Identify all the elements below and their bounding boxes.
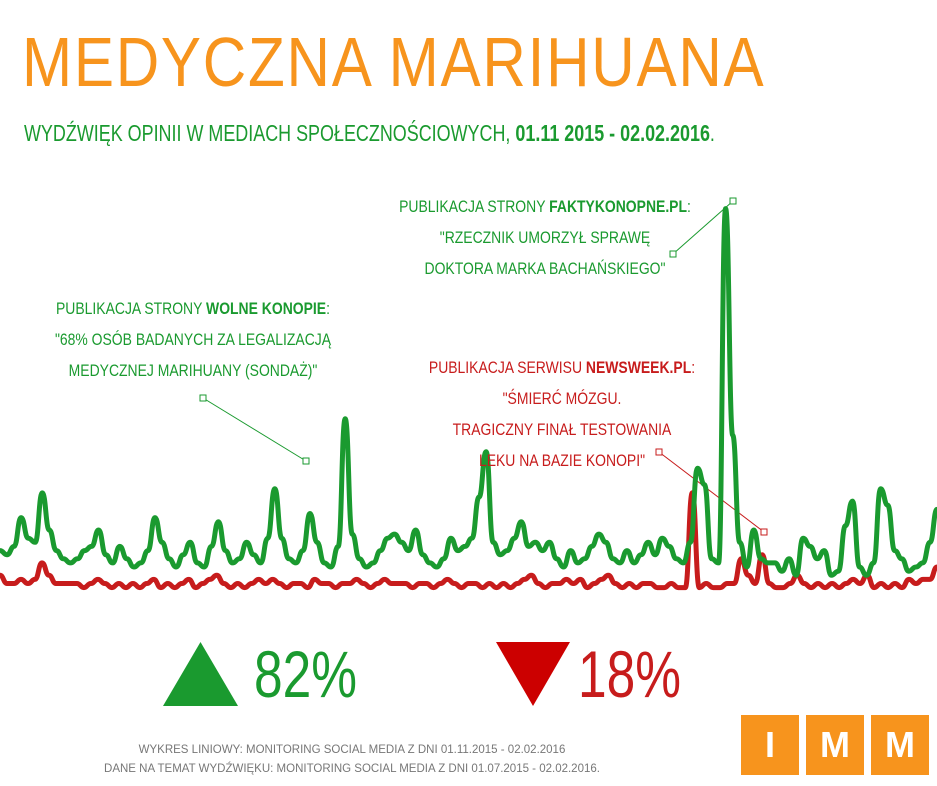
- annotation-wolne-suffix: :: [326, 299, 330, 318]
- leader-marker-fakty-end: [729, 197, 737, 205]
- positive-percentage: 82%: [254, 637, 358, 711]
- subtitle-prefix: WYDŹWIĘK OPINII W MEDIACH SPOŁECZNOŚCIOW…: [24, 120, 516, 146]
- annotation-fakty-prefix: PUBLIKACJA STRONY: [399, 197, 550, 216]
- annotation-fakty-line2: "RZECZNIK UMORZYŁ SPRAWĘ: [439, 228, 651, 247]
- annotation-newsweek-source: NEWSWEEK.PL: [585, 358, 692, 377]
- subtitle-dates: 01.11 2015 - 02.02.2016: [515, 120, 710, 146]
- annotation-fakty-line3: DOKTORA MARKA BACHAŃSKIEGO": [424, 259, 666, 278]
- series-line-negative: [0, 490, 937, 591]
- annotation-wolne-konopie: PUBLIKACJA STRONY WOLNE KONOPIE: "68% OS…: [33, 293, 353, 386]
- annotation-wolne-line2: "68% OSÓB BADANYCH ZA LEGALIZACJĄ: [54, 330, 332, 349]
- footer-line2: DANE NA TEMAT WYDŹWIĘKU: MONITORING SOCI…: [104, 763, 600, 775]
- annotation-newsweek-line3: TRAGICZNY FINAŁ TESTOWANIA: [452, 420, 672, 439]
- leader-marker-wolne-start: [199, 394, 207, 402]
- down-arrow-icon: [496, 642, 570, 706]
- negative-percentage: 18%: [578, 637, 682, 711]
- annotation-newsweek-suffix: :: [691, 358, 696, 377]
- footer-notes: WYKRES LINIOWY: MONITORING SOCIAL MEDIA …: [52, 741, 652, 779]
- leader-line-newsweek: [658, 451, 765, 533]
- annotation-newsweek: PUBLIKACJA SERWISU NEWSWEEK.PL: "ŚMIERĆ …: [402, 352, 722, 476]
- series-line-positive: [0, 206, 937, 578]
- annotation-faktykonopne: PUBLIKACJA STRONY FAKTYKONOPNE.PL: "RZEC…: [385, 191, 705, 284]
- annotation-leader-lines: [199, 197, 768, 536]
- page-title: MEDYCZNA MARIHUANA: [22, 23, 766, 101]
- annotation-fakty-source: FAKTYKONOPNE.PL: [549, 197, 688, 216]
- annotation-newsweek-line1: PUBLIKACJA SERWISU NEWSWEEK.PL:: [402, 352, 722, 383]
- page-subtitle: WYDŹWIĘK OPINII W MEDIACH SPOŁECZNOŚCIOW…: [24, 118, 715, 148]
- leader-marker-fakty-start: [669, 250, 677, 258]
- series-layer: [0, 206, 937, 591]
- annotation-wolne-line1: PUBLIKACJA STRONY WOLNE KONOPIE:: [33, 293, 353, 324]
- annotation-fakty-line1: PUBLIKACJA STRONY FAKTYKONOPNE.PL:: [385, 191, 705, 222]
- leader-marker-wolne-end: [302, 457, 310, 465]
- logo-tile-2: M: [806, 715, 864, 775]
- leader-marker-newsweek-end: [760, 528, 768, 536]
- logo-tile-1: I: [741, 715, 799, 775]
- subtitle-suffix: .: [709, 120, 715, 146]
- annotation-newsweek-line4: LEKU NA BAZIE KONOPI": [478, 451, 646, 470]
- leader-marker-newsweek-start: [655, 448, 663, 456]
- annotation-wolne-prefix: PUBLIKACJA STRONY: [56, 299, 207, 318]
- leader-line-wolne: [202, 397, 307, 462]
- up-arrow-icon: [163, 642, 238, 706]
- annotation-wolne-line3: MEDYCZNEJ MARIHUANY (SONDAŻ)": [68, 361, 318, 380]
- annotation-newsweek-line2: "ŚMIERĆ MÓZGU.: [502, 389, 622, 408]
- logo-tile-3: M: [871, 715, 929, 775]
- annotation-newsweek-prefix: PUBLIKACJA SERWISU: [428, 358, 586, 377]
- annotation-wolne-source: WOLNE KONOPIE: [206, 299, 327, 318]
- annotation-fakty-suffix: :: [687, 197, 691, 216]
- footer-line1: WYKRES LINIOWY: MONITORING SOCIAL MEDIA …: [138, 744, 566, 756]
